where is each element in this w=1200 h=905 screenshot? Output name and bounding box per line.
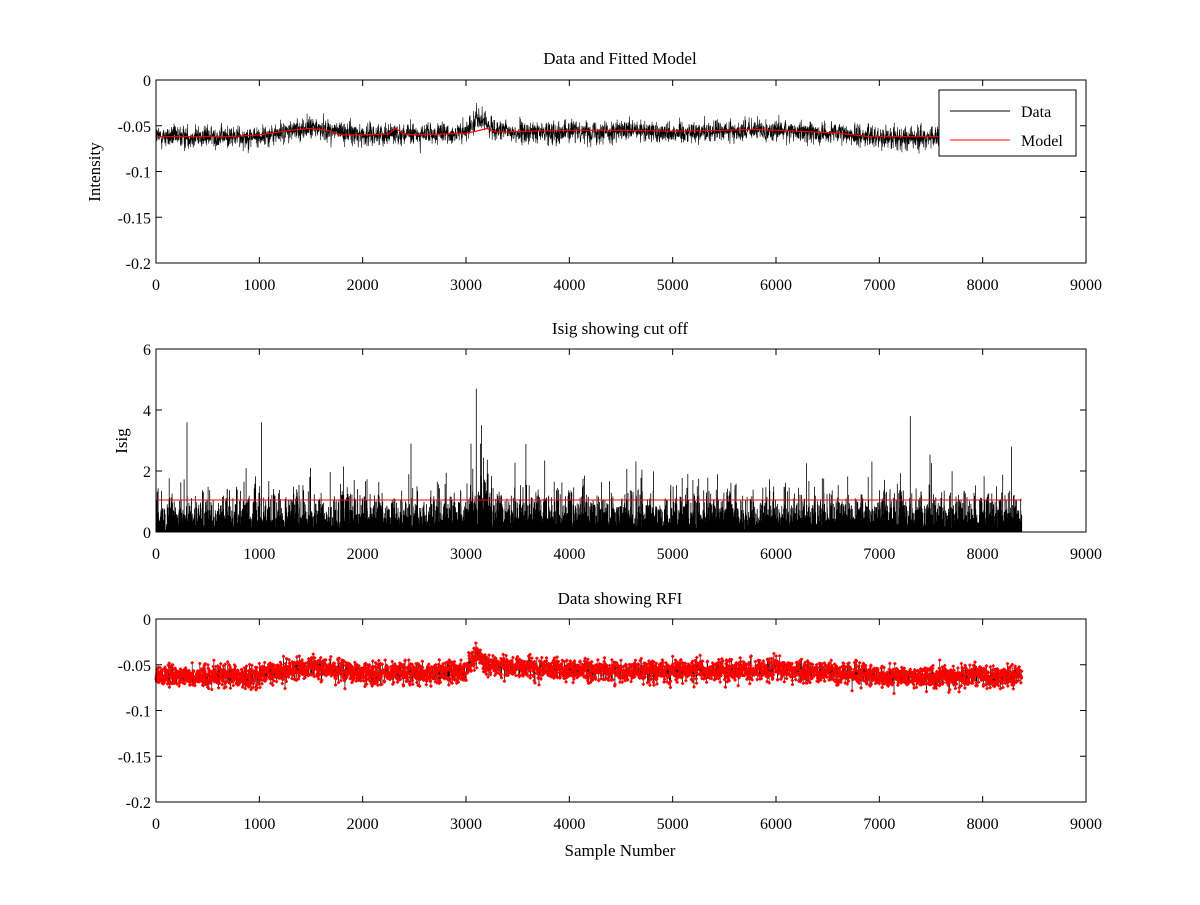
x-tick-label: 5000 bbox=[657, 816, 689, 833]
panel-title: Isig showing cut off bbox=[552, 319, 688, 338]
plot-area bbox=[155, 388, 1023, 532]
legend: Data Model bbox=[938, 89, 1077, 157]
axes-box bbox=[155, 79, 1087, 264]
y-tick-label: -0.15 bbox=[118, 749, 151, 766]
x-axis-label: Sample Number bbox=[565, 841, 676, 860]
x-tick-label: 9000 bbox=[1070, 546, 1102, 563]
x-tick-label: 9000 bbox=[1070, 816, 1102, 833]
y-axis-label: Intensity bbox=[85, 142, 104, 202]
x-tick-label: 8000 bbox=[967, 816, 999, 833]
axes-box bbox=[155, 348, 1087, 533]
x-tick-label: 3000 bbox=[450, 546, 482, 563]
x-tick-label: 4000 bbox=[553, 816, 585, 833]
axes-box bbox=[155, 618, 1087, 803]
y-tick-label: -0.2 bbox=[126, 256, 151, 273]
x-tick-label: 2000 bbox=[347, 816, 379, 833]
x-tick-label: 7000 bbox=[863, 546, 895, 563]
plot-area bbox=[155, 102, 1022, 154]
panel-title: Data and Fitted Model bbox=[543, 49, 697, 68]
y-tick-label: -0.05 bbox=[118, 658, 151, 675]
x-tick-label: 1000 bbox=[243, 277, 275, 294]
x-tick-label: 0 bbox=[152, 816, 160, 833]
x-tick-label: 3000 bbox=[450, 277, 482, 294]
y-tick-label: -0.1 bbox=[126, 165, 151, 182]
y-tick-label: -0.1 bbox=[126, 704, 151, 721]
x-tick-label: 9000 bbox=[1070, 277, 1102, 294]
x-tick-label: 8000 bbox=[967, 277, 999, 294]
series-line-data bbox=[155, 102, 1022, 154]
x-tick-label: 5000 bbox=[657, 546, 689, 563]
x-tick-label: 8000 bbox=[967, 546, 999, 563]
x-tick-label: 7000 bbox=[863, 816, 895, 833]
x-tick-label: 7000 bbox=[863, 277, 895, 294]
legend-box bbox=[938, 89, 1077, 157]
y-tick-label: 0 bbox=[143, 612, 151, 629]
y-tick-label: 0 bbox=[143, 73, 151, 90]
legend-entry-model: Model bbox=[1021, 133, 1063, 150]
panel-rfi: Data showing RFI Sample Number 0 1000 2000… bbox=[118, 589, 1102, 860]
x-tick-label: 1000 bbox=[243, 816, 275, 833]
x-tick-label: 6000 bbox=[760, 816, 792, 833]
x-tick-labels: 0 1000 2000 3000 4000 5000 6000 7000 8000 9000 bbox=[152, 80, 1102, 294]
y-tick-label: -0.2 bbox=[126, 795, 151, 812]
x-tick-label: 3000 bbox=[450, 816, 482, 833]
series-line-model bbox=[156, 127, 1022, 138]
y-tick-label: 6 bbox=[143, 342, 151, 359]
x-tick-label: 4000 bbox=[553, 546, 585, 563]
y-tick-label: -0.05 bbox=[118, 119, 151, 136]
x-tick-label: 4000 bbox=[553, 277, 585, 294]
x-tick-labels: 0 1000 2000 3000 4000 5000 6000 7000 8000 9000 bbox=[152, 619, 1102, 833]
x-tick-label: 6000 bbox=[760, 546, 792, 563]
y-tick-label: 2 bbox=[143, 464, 151, 481]
series-isig bbox=[155, 388, 1023, 532]
y-tick-label: 0 bbox=[143, 525, 151, 542]
series-markers-rfi bbox=[154, 641, 1024, 695]
panel-isig: Isig showing cut off Isig 0 1000 2000 3000 4… bbox=[112, 319, 1102, 563]
x-tick-label: 0 bbox=[152, 277, 160, 294]
x-tick-label: 6000 bbox=[760, 277, 792, 294]
plot-area bbox=[154, 641, 1024, 695]
panel-title: Data showing RFI bbox=[558, 589, 683, 608]
y-axis-label: Isig bbox=[112, 428, 131, 454]
x-tick-label: 2000 bbox=[347, 546, 379, 563]
x-tick-labels: 0 1000 2000 3000 4000 5000 6000 7000 8000 9000 bbox=[152, 349, 1102, 563]
y-tick-label: 4 bbox=[143, 403, 151, 420]
panel-data-and-model: Data and Fitted Model Intensity 0 1000 200… bbox=[85, 49, 1102, 294]
y-tick-labels: 0 -0.05 -0.1 -0.15 -0.2 bbox=[118, 73, 1086, 273]
x-tick-label: 5000 bbox=[657, 277, 689, 294]
x-tick-label: 2000 bbox=[347, 277, 379, 294]
y-tick-label: -0.15 bbox=[118, 210, 151, 227]
x-tick-label: 0 bbox=[152, 546, 160, 563]
legend-entry-data: Data bbox=[1021, 104, 1051, 121]
y-tick-labels: 0 -0.05 -0.1 -0.15 -0.2 bbox=[118, 612, 1086, 812]
x-tick-label: 1000 bbox=[243, 546, 275, 563]
